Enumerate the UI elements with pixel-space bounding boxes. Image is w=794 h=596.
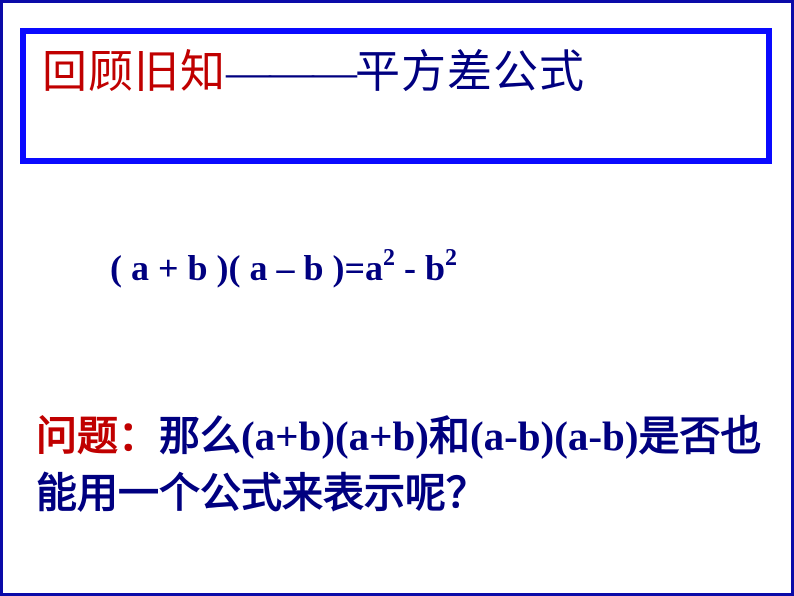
title-separator: ———: [226, 47, 355, 97]
question-label: 问题：: [36, 413, 159, 459]
question-text2: 和: [429, 413, 470, 459]
difference-of-squares-formula: ( a + b )( a – b )=a2 - b2: [110, 248, 457, 286]
question-expr1: (a+b)(a+b): [241, 413, 429, 459]
slide-title: 回顾旧知———平方差公式: [42, 48, 750, 98]
formula-mid: - b: [395, 248, 445, 288]
question-text1: 那么: [159, 413, 241, 459]
title-topic: 平方差公式: [355, 47, 585, 97]
question-expr2: (a-b)(a-b): [470, 413, 639, 459]
formula-lhs: ( a + b )( a – b )=a: [110, 248, 383, 288]
question-block: 问题：那么(a+b)(a+b)和(a-b)(a-b)是否也能用一个公式来表示呢？: [36, 408, 776, 523]
formula-exp2: 2: [445, 245, 457, 271]
title-review-label: 回顾旧知: [42, 47, 226, 97]
title-box: 回顾旧知———平方差公式: [20, 28, 772, 164]
formula-exp1: 2: [383, 245, 395, 271]
